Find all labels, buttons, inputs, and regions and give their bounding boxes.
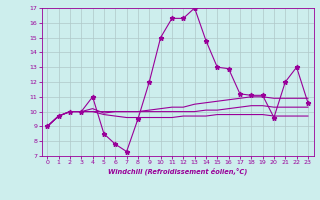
- X-axis label: Windchill (Refroidissement éolien,°C): Windchill (Refroidissement éolien,°C): [108, 168, 247, 175]
